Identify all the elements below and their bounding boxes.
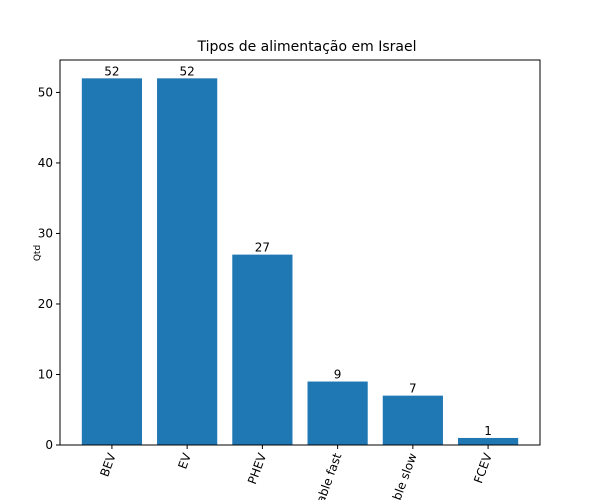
y-tick-label: 40 bbox=[38, 156, 53, 170]
bar bbox=[382, 395, 443, 445]
value-label: 27 bbox=[255, 241, 270, 255]
y-tick-label: 0 bbox=[45, 438, 53, 452]
value-label: 1 bbox=[484, 424, 492, 438]
bar bbox=[307, 381, 368, 445]
value-label: 9 bbox=[334, 368, 342, 382]
bar bbox=[232, 254, 293, 445]
bar bbox=[457, 437, 519, 445]
y-tick-label: 20 bbox=[38, 297, 53, 311]
bar bbox=[81, 78, 143, 445]
plot-frame bbox=[59, 59, 541, 446]
y-tick-label: 50 bbox=[38, 85, 53, 99]
bar bbox=[157, 78, 218, 445]
value-label: 7 bbox=[409, 382, 417, 396]
y-tick-label: 30 bbox=[38, 226, 53, 240]
y-tick-label: 10 bbox=[38, 367, 53, 381]
x-tick-label: EV bbox=[175, 450, 194, 470]
y-axis-label: Qtd bbox=[33, 245, 43, 261]
chart-title: Tipos de alimentação em Israel bbox=[197, 39, 417, 55]
value-label: 52 bbox=[180, 64, 195, 78]
value-label: 52 bbox=[104, 64, 119, 78]
